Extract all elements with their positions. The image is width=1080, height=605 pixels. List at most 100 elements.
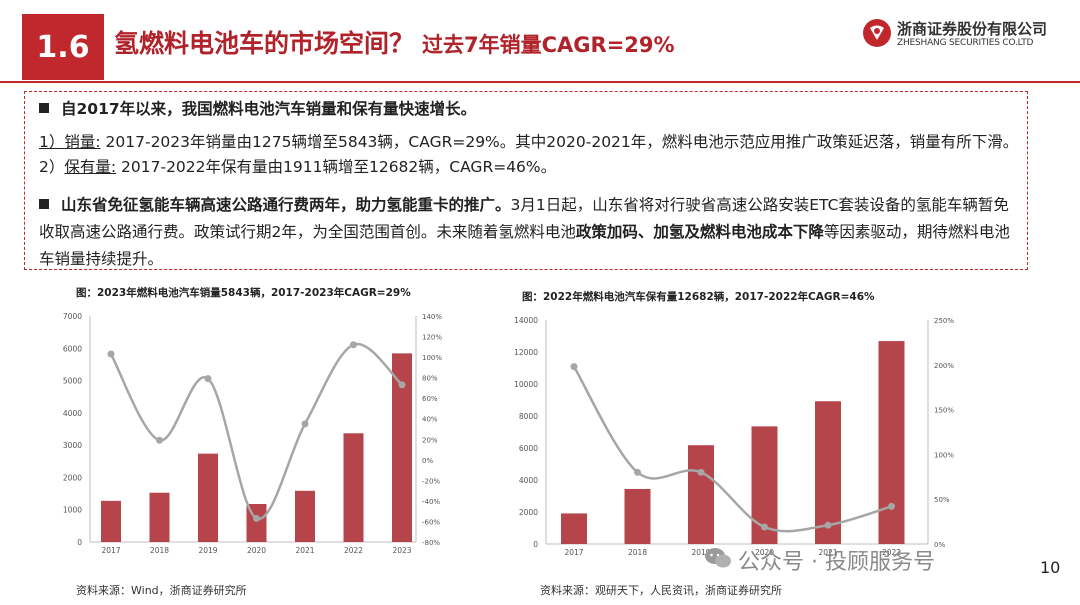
page-title: 氢燃料电池车的市场空间？ 过去7年销量CAGR=29% [114,24,675,60]
y-tick-label: 4000 [63,409,82,418]
growth-point [888,502,895,510]
x-tick-label: 2021 [818,548,837,557]
page-title-main: 氢燃料电池车的市场空间？ [114,29,415,58]
shandong-text-1: 3月1日起，山东省将对行驶省高速公路安装ETC套装设备的氢能车辆暂免收取高速公路… [39,196,1009,241]
growth-point [253,514,260,522]
bar [149,492,170,542]
y-tick-label: 8000 [519,412,538,421]
x-tick-label: 2017 [564,548,583,557]
x-tick-label: 2020 [247,546,266,555]
y-tick-label: 0 [533,540,538,549]
bar [343,433,364,542]
header-band [0,0,1080,82]
brand-name-cn: 浙商证券股份有限公司 [897,20,1048,38]
bar [561,513,587,544]
growth-point [824,521,832,529]
growth-point [204,375,212,383]
y2-tick-label: -20% [422,477,440,485]
bar [624,488,651,544]
growth-point [398,381,406,389]
shandong-highlight: 政策加码、加氢及燃料电池成本下降 [575,223,824,241]
page-number: 10 [1040,558,1061,577]
y2-tick-label: 100% [934,451,954,459]
growth-point [761,523,768,531]
y2-tick-label: 40% [422,416,438,424]
bullet-square-icon [39,103,49,113]
shandong-headline: 山东省免征氢能车辆高速公路通行费两年，助力氢能重卡的推广。 [61,196,511,214]
y-tick-label: 0 [77,538,82,547]
sales-text: 2017-2023年销量由1275辆增至5843辆，CAGR=29%。其中202… [39,133,1019,176]
bar [198,453,218,542]
company-logo: 浙商证券股份有限公司 ZHESHANG SECURITIES CO.LTD [862,16,1062,56]
page-subtitle: 过去7年销量CAGR=29% [422,33,675,57]
growth-point [634,468,641,476]
y-tick-label: 14000 [514,316,538,325]
y2-tick-label: 100% [422,354,442,362]
wechat-icon [705,548,731,568]
stock-text: 2017-2022年保有量由1911辆增至12682辆，CAGR=46%。 [116,158,557,176]
y-tick-label: 10000 [514,380,538,389]
y-tick-label: 1000 [63,506,82,515]
y-tick-label: 12000 [514,348,538,357]
chart-right-source: 资料来源：观研天下，人民资讯，浙商证券研究所 [540,584,782,597]
growth-point [107,350,115,358]
paragraph-sales-stock: 1）销量: 2017-2023年销量由1275辆增至5843辆，CAGR=29%… [39,130,1019,180]
chart-right: 0 2000 4000 6000 8000 10000 12000 14000 0% 50% 100… [514,316,954,557]
bullet-square-icon [39,199,49,209]
x-tick-label: 2019 [198,546,217,555]
bar [101,500,121,542]
growth-point [350,341,357,349]
y2-tick-label: 20% [422,436,438,444]
x-tick-label: 2018 [628,548,647,557]
y2-tick-label: 0% [422,457,433,465]
bar [878,341,905,544]
y2-tick-label: 80% [422,375,438,383]
y2-tick-label: -60% [422,518,440,526]
x-tick-label: 2018 [150,546,169,555]
bar [688,445,714,544]
y2-tick-label: -40% [422,498,440,506]
y-tick-label: 7000 [63,312,82,321]
slide-number-badge: 1.6 [22,14,104,80]
y-tick-label: 4000 [519,476,538,485]
x-tick-label: 2017 [101,546,120,555]
growth-point [156,436,163,444]
bar [815,401,841,544]
y2-tick-label: 140% [422,313,442,321]
bar [392,353,412,542]
y2-tick-label: 0% [934,541,945,549]
y-tick-label: 2000 [63,473,82,482]
growth-line [572,365,892,533]
chart-left-title: 图：2023年燃料电池汽车销量5843辆，2017-2023年CAGR=29% [76,287,411,299]
bullet-growth-text: 自2017年以来，我国燃料电池汽车销量和保有量快速增长。 [61,100,477,118]
header-divider [0,81,1080,83]
x-tick-label: 2023 [392,546,411,555]
bullet-shandong: 山东省免征氢能车辆高速公路通行费两年，助力氢能重卡的推广。3月1日起，山东省将对… [39,192,1019,273]
stock-label: 保有量: [64,158,117,176]
y2-tick-label: 60% [422,395,438,403]
growth-point [697,468,705,476]
chart-left-source: 资料来源：Wind，浙商证券研究所 [76,584,247,597]
chart-right-title: 图：2022年燃料电池汽车保有量12682辆，2017-2022年CAGR=46… [522,291,875,303]
x-tick-label: 2020 [755,548,774,557]
x-tick-label: 2019 [691,548,710,557]
brand-name-en: ZHESHANG SECURITIES CO.LTD [897,38,1034,48]
bullet-growth: 自2017年以来，我国燃料电池汽车销量和保有量快速增长。 [39,96,1019,123]
summary-box: 自2017年以来，我国燃料电池汽车销量和保有量快速增长。 1）销量: 2017-… [24,91,1028,270]
y-tick-label: 6000 [63,344,82,353]
y-tick-label: 2000 [519,508,538,517]
growth-point [570,363,578,371]
sales-label: 销量: [64,133,101,151]
y-tick-label: 5000 [63,377,82,386]
sales-number: 1） [39,133,65,151]
growth-point [301,420,309,428]
x-tick-label: 2021 [295,546,314,555]
chart-left: 0 1000 2000 3000 4000 5000 6000 7000 -80% -60% -40… [63,312,442,555]
watermark: 公众号 · 投顾服务号 [738,550,935,575]
y2-tick-label: 50% [934,496,950,504]
logo-mark-icon [863,19,891,47]
y2-tick-label: 250% [934,317,954,325]
x-tick-label: 2022 [344,546,363,555]
y2-tick-label: 150% [934,407,954,415]
y2-tick-label: -80% [422,539,440,547]
